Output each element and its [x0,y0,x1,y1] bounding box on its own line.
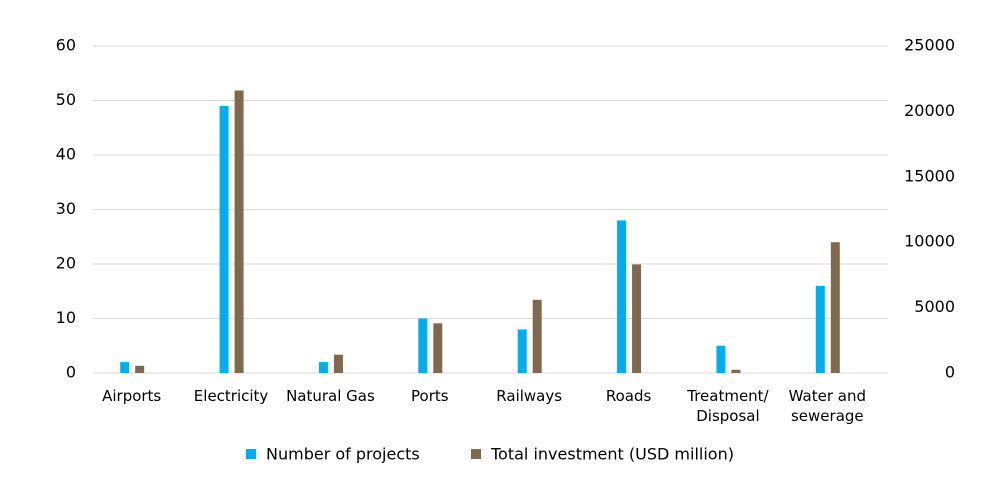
legend-label: Total investment (USD million) [490,445,734,464]
bar [716,345,726,373]
bar [632,264,642,373]
y2-tick-label: 15000 [904,166,955,185]
x-tick-label: Railways [496,387,563,405]
y-tick-label: 60 [56,36,76,55]
bar [318,362,328,373]
x-tick-label: Roads [605,387,652,405]
bar [418,318,428,373]
bar [617,220,627,373]
bar [830,242,840,373]
x-tick-label: Natural Gas [286,387,375,405]
bar [120,362,130,373]
bar [234,90,244,374]
x-tick-label: Electricity [193,387,269,405]
y2-tick-label: 0 [945,363,955,382]
y2-tick-label: 5000 [914,297,955,316]
x-tick-label: Airports [102,387,162,405]
y-tick-label: 40 [56,145,76,164]
y-tick-label: 0 [66,363,76,382]
bar [135,365,145,373]
x-tick-label: Water and sewerage [788,387,866,425]
bar [532,299,542,373]
bar [815,285,825,373]
bar [517,329,527,373]
y2-tick-label: 25000 [904,36,955,55]
y-tick-label: 20 [56,254,76,273]
y-tick-label: 10 [56,308,76,327]
y2-tick-label: 10000 [904,232,955,251]
bar [731,369,741,373]
y2-tick-label: 20000 [904,101,955,120]
legend-swatch [471,449,481,459]
legend-swatch [246,449,256,459]
legend-label: Number of projects [266,445,420,464]
y-tick-label: 30 [56,199,76,218]
x-tick-label: Treatment/ Disposal [687,387,769,425]
x-tick-label: Ports [411,387,449,405]
bar [333,354,343,373]
bar [433,323,443,373]
bar [219,105,229,373]
y-tick-label: 50 [56,90,76,109]
